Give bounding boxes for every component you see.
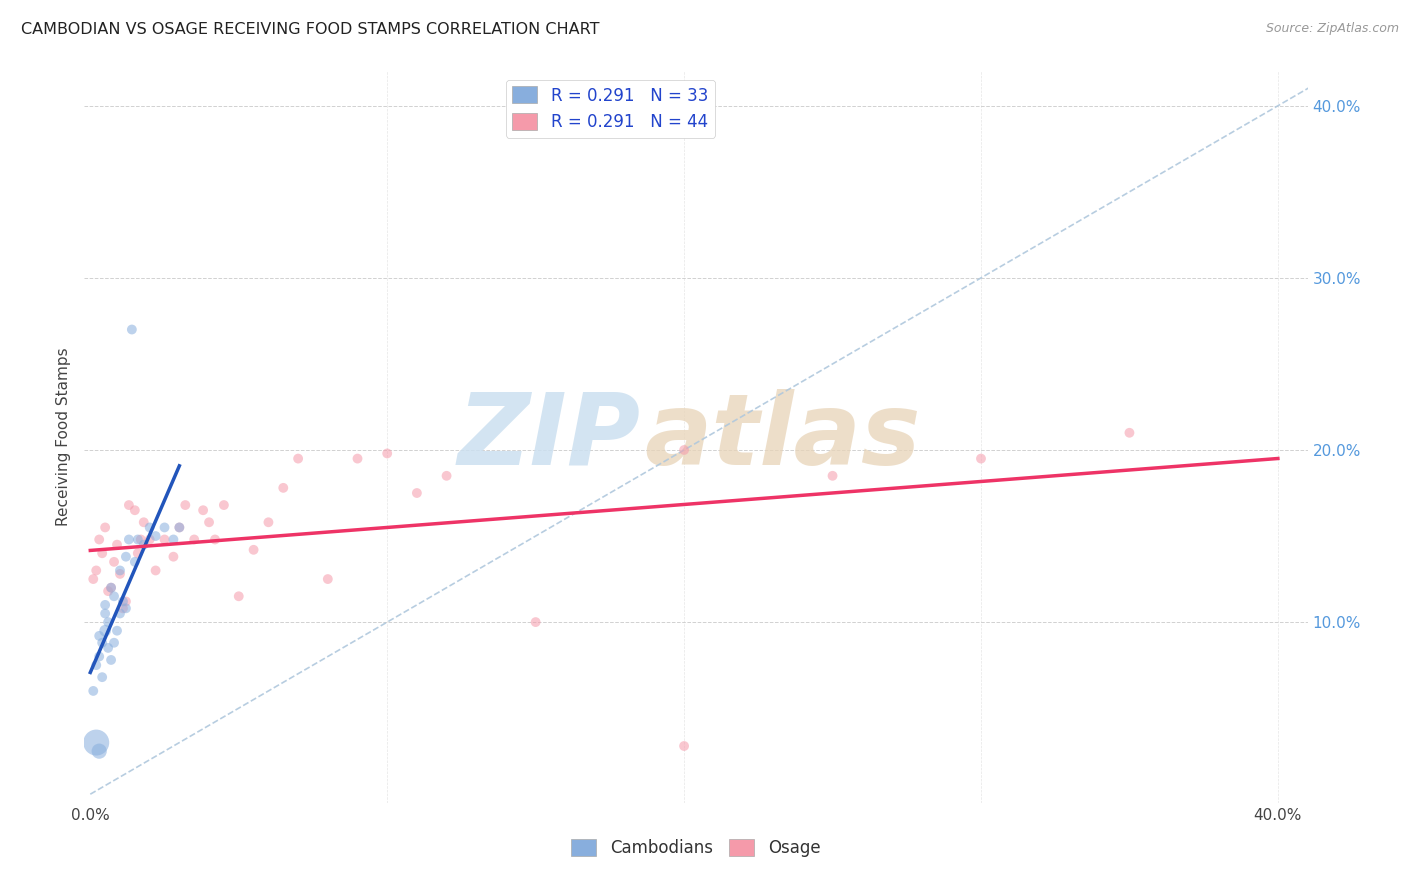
Point (111, 601, 134, 615)
Point (198, 516, 221, 530)
Point (821, 468, 844, 483)
Point (169, 520, 191, 534)
Point (91, 636, 114, 650)
Point (100, 653, 122, 667)
Point (115, 549, 138, 564)
Point (191, 503, 214, 517)
Point (124, 503, 146, 517)
Point (138, 533, 160, 547)
Point (271, 481, 294, 495)
Point (91, 546, 114, 560)
Point (174, 498, 197, 512)
Text: CAMBODIAN VS OSAGE RECEIVING FOOD STAMPS CORRELATION CHART: CAMBODIAN VS OSAGE RECEIVING FOOD STAMPS… (21, 22, 599, 37)
Point (103, 555, 125, 569)
Point (89, 744, 111, 758)
Point (97, 584, 120, 599)
Text: Source: ZipAtlas.com: Source: ZipAtlas.com (1265, 22, 1399, 36)
Point (82, 684, 104, 698)
Point (375, 446, 398, 460)
Point (89, 629, 111, 643)
Point (1118, 425, 1140, 440)
Point (524, 615, 547, 629)
Point (89, 649, 111, 664)
Legend: Cambodians, Osage: Cambodians, Osage (565, 832, 827, 864)
Point (162, 549, 184, 564)
Point (127, 533, 149, 547)
Point (162, 533, 184, 547)
Point (94, 520, 117, 534)
Point (121, 322, 143, 336)
Point (228, 589, 250, 603)
Point (118, 498, 141, 512)
Point (673, 442, 696, 457)
Point (127, 546, 149, 560)
Point (204, 533, 226, 547)
Point (108, 607, 131, 621)
Point (94, 598, 117, 612)
Point (84, 658, 107, 673)
Point (346, 451, 368, 466)
Point (89, 533, 111, 547)
Point (84, 564, 107, 578)
Point (673, 739, 696, 753)
Point (169, 520, 191, 534)
Y-axis label: Receiving Food Stamps: Receiving Food Stamps (56, 348, 72, 526)
Point (84, 735, 107, 749)
Point (145, 564, 167, 578)
Text: atlas: atlas (644, 389, 921, 485)
Point (436, 468, 458, 483)
Point (132, 538, 155, 552)
Point (124, 555, 146, 569)
Point (108, 564, 131, 578)
Point (103, 636, 125, 650)
Point (153, 520, 176, 534)
Point (94, 607, 117, 621)
Point (970, 451, 993, 466)
Point (111, 594, 134, 608)
Point (183, 533, 205, 547)
Point (94, 624, 117, 638)
Point (100, 581, 122, 595)
Point (108, 566, 131, 581)
Point (115, 594, 138, 608)
Point (105, 538, 128, 552)
Point (105, 624, 128, 638)
Point (97, 640, 120, 655)
Point (132, 516, 155, 530)
Point (91, 670, 114, 684)
Point (103, 589, 125, 603)
Point (153, 533, 176, 547)
Point (242, 542, 264, 557)
Point (129, 533, 152, 547)
Point (115, 601, 138, 615)
Point (212, 498, 235, 512)
Point (97, 615, 120, 629)
Text: ZIP: ZIP (458, 389, 641, 485)
Point (118, 533, 141, 547)
Point (138, 520, 160, 534)
Point (287, 451, 309, 466)
Point (100, 581, 122, 595)
Point (145, 529, 167, 543)
Point (406, 486, 429, 500)
Point (257, 516, 280, 530)
Point (82, 572, 104, 586)
Point (316, 572, 339, 586)
